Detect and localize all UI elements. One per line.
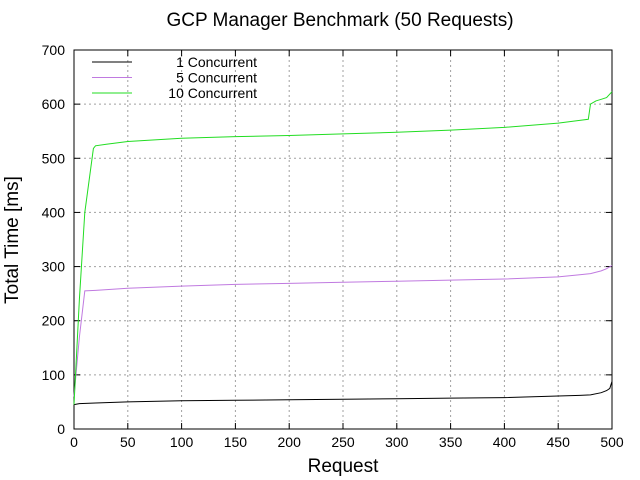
x-tick-label: 100 xyxy=(170,434,194,450)
x-tick-label: 250 xyxy=(331,434,355,450)
y-tick-label: 100 xyxy=(42,367,66,383)
legend-label-2: 5 Concurrent xyxy=(176,70,257,86)
x-tick-label: 150 xyxy=(224,434,248,450)
x-tick-label: 200 xyxy=(278,434,302,450)
y-tick-label: 300 xyxy=(42,259,66,275)
series-group xyxy=(73,91,613,406)
x-tick-label: 300 xyxy=(385,434,409,450)
y-tick-label: 700 xyxy=(42,42,66,58)
chart-title: GCP Manager Benchmark (50 Requests) xyxy=(166,10,513,31)
y-tick-label: 200 xyxy=(42,313,66,329)
y-tick-label: 600 xyxy=(42,96,66,112)
x-tick-label: 350 xyxy=(439,434,463,450)
series-line-2 xyxy=(73,265,613,397)
series-line-1 xyxy=(73,381,613,406)
grid xyxy=(74,50,612,429)
legend-label-3: 10 Concurrent xyxy=(168,85,257,101)
y-tick-label: 500 xyxy=(42,150,66,166)
x-tick-label: 50 xyxy=(120,434,136,450)
x-tick-label: 500 xyxy=(600,434,624,450)
series-line-3 xyxy=(73,91,613,405)
y-axis-label: Total Time [ms] xyxy=(2,176,23,304)
y-tick-label: 0 xyxy=(57,421,65,437)
legend-label-1: 1 Concurrent xyxy=(176,54,257,70)
x-tick-label: 450 xyxy=(547,434,571,450)
x-tick-label: 400 xyxy=(493,434,517,450)
axis-ticks: 0 50 100 150 200 250 300 350 400 450 500 0 100 200 300… xyxy=(42,42,624,450)
y-tick-label: 400 xyxy=(42,204,66,220)
x-axis-label: Request xyxy=(308,456,379,477)
x-tick-label: 0 xyxy=(70,434,78,450)
